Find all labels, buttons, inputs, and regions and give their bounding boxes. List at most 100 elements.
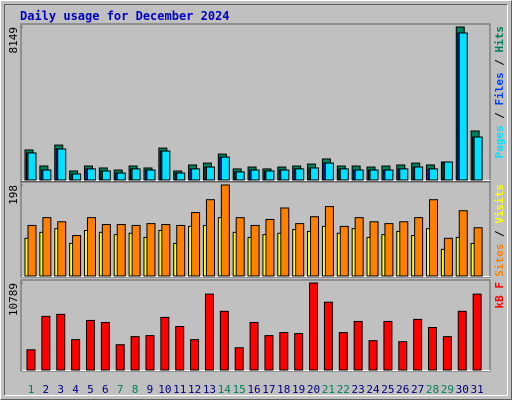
bar [280, 207, 290, 277]
x-tick-label: 2 [43, 383, 50, 396]
bar [204, 293, 214, 371]
x-tick-label: 19 [292, 383, 305, 396]
bar [190, 339, 200, 371]
bar [161, 224, 171, 277]
bar [338, 332, 348, 371]
x-tick-label: 20 [307, 383, 320, 396]
legend-entry: Hits [493, 26, 506, 53]
bar [428, 327, 438, 371]
bar [234, 347, 244, 371]
x-tick-label: 3 [57, 383, 64, 396]
chart-title: Daily usage for December 2024 [20, 9, 230, 23]
x-tick-label: 17 [262, 383, 275, 396]
bar [369, 169, 379, 181]
bar [399, 168, 409, 181]
x-tick-label: 12 [188, 383, 201, 396]
bar [295, 168, 305, 181]
bar [26, 349, 36, 371]
legend-separator: / [493, 224, 506, 244]
bar [458, 32, 468, 181]
bar [384, 223, 394, 277]
x-tick-label: 29 [441, 383, 454, 396]
bar [429, 168, 439, 181]
bar [161, 150, 171, 181]
x-tick-label: 4 [72, 383, 79, 396]
bar [27, 152, 37, 181]
bar [41, 315, 51, 371]
x-tick-label: 5 [87, 383, 94, 396]
x-tick-label: 27 [411, 383, 424, 396]
bar [176, 224, 186, 277]
panel [20, 23, 491, 182]
bar [205, 166, 215, 181]
bar [101, 224, 111, 277]
bar [146, 169, 156, 181]
bar [205, 199, 215, 277]
bar [443, 161, 453, 181]
bar [116, 224, 126, 277]
bar [191, 168, 201, 181]
bar [42, 217, 52, 277]
bar [294, 333, 304, 371]
bar [72, 173, 82, 181]
legend: Pages / Files / Hits [493, 26, 506, 159]
bar [354, 217, 364, 277]
x-tick-label: 25 [381, 383, 394, 396]
bar [176, 172, 186, 181]
bar [191, 212, 201, 277]
inner-bevel-dark [4, 4, 508, 396]
legend-entry: Visits [493, 184, 506, 224]
bar [414, 217, 424, 277]
bar [86, 217, 96, 277]
bar [42, 169, 52, 181]
bar [100, 321, 110, 371]
bar [85, 319, 95, 371]
bar [324, 206, 334, 277]
bar [279, 332, 289, 371]
bar [369, 221, 379, 277]
bar [249, 321, 259, 371]
bar [175, 326, 185, 371]
y-tick-label: 8149 [7, 27, 20, 54]
bar [264, 335, 274, 371]
bar [219, 310, 229, 371]
bar [473, 136, 483, 181]
bar [353, 320, 363, 371]
bar [220, 156, 230, 181]
bar [339, 168, 349, 181]
bar [116, 172, 126, 181]
legend-entry: Pages [493, 125, 506, 158]
bar [57, 221, 67, 277]
y-tick-label: 198 [7, 185, 20, 205]
bar [414, 166, 424, 181]
bar [131, 224, 141, 277]
inner-bevel-light [4, 4, 508, 396]
bar [368, 340, 378, 371]
bar [429, 199, 439, 277]
bar [399, 221, 409, 277]
x-tick-label: 26 [396, 383, 409, 396]
bar [443, 237, 453, 277]
bar [220, 184, 230, 277]
y-tick-label: 10789 [7, 283, 20, 316]
x-tick-label: 14 [218, 383, 232, 396]
legend-entry: Sites [493, 244, 506, 277]
bar [473, 227, 483, 277]
bar [354, 169, 364, 181]
bar [146, 223, 156, 277]
bar [57, 148, 67, 181]
bar [323, 301, 333, 371]
legend-separator: / [493, 106, 506, 126]
bar [72, 235, 82, 277]
x-tick-label: 16 [247, 383, 260, 396]
x-tick-label: 1 [28, 383, 35, 396]
legend-separator: / [493, 53, 506, 73]
bar [115, 344, 125, 371]
bar [130, 336, 140, 371]
bar [280, 169, 290, 181]
bar [309, 282, 319, 371]
bar [86, 168, 96, 181]
x-tick-label: 28 [426, 383, 439, 396]
